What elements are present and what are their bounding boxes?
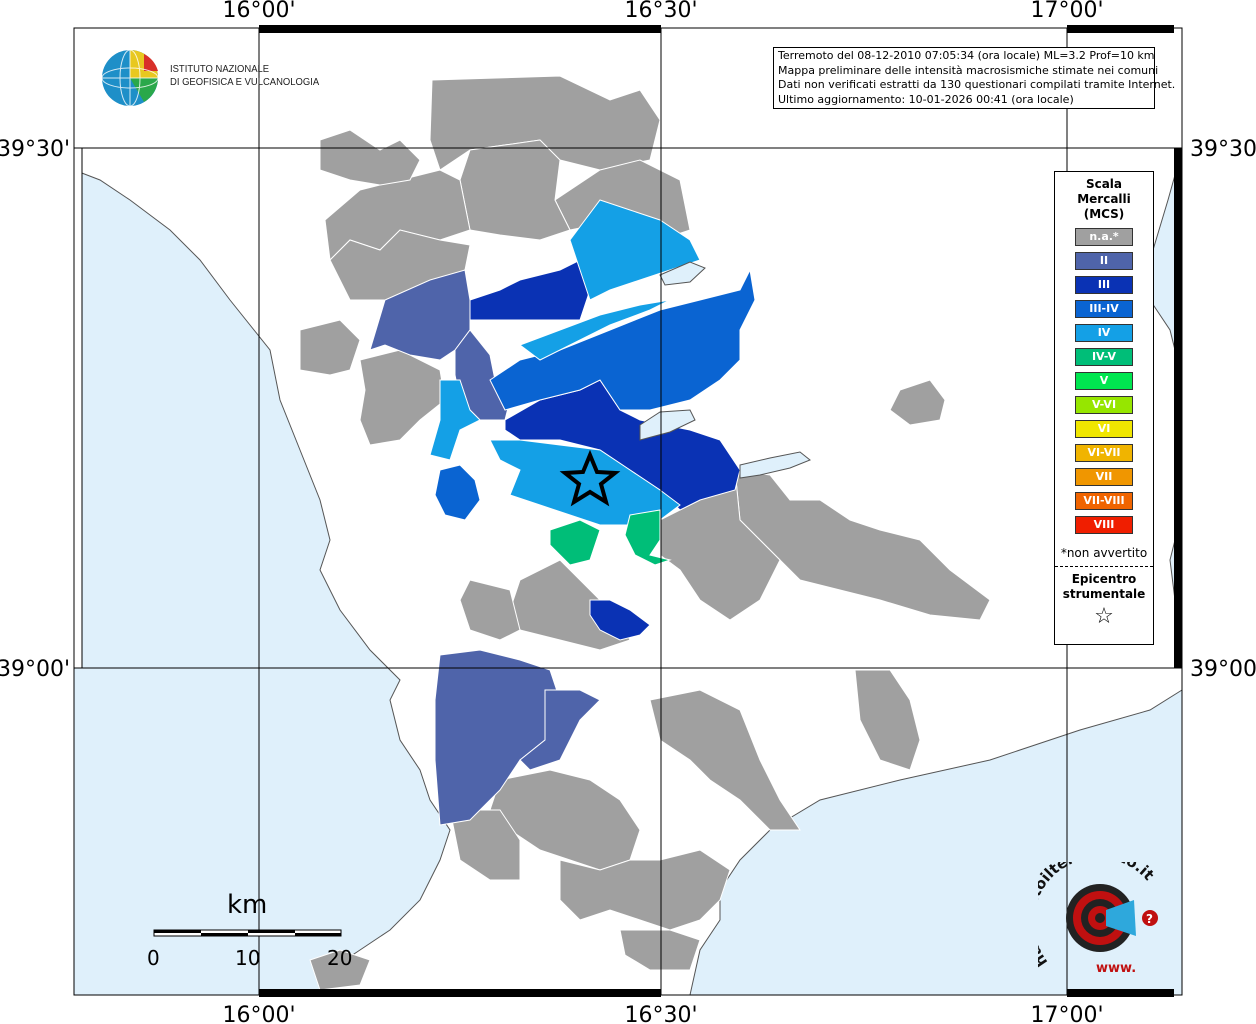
top-longitude-label-2: 16°30' [624,0,697,23]
haisentito-www-text: www. [1096,961,1136,976]
legend-item-iv: IV [1075,324,1133,342]
lakes [639,261,811,479]
right-latitude-label-1: 39°30' [1190,137,1256,162]
legend-item-ii: II [1075,252,1133,270]
legend-item-v: V [1075,372,1133,390]
legend-item-vii-viii: VII-VIII [1075,492,1133,510]
intensity-legend: Scala Mercalli (MCS) n.a.* II III III-IV IV I… [1054,171,1154,645]
ingv-name-line1: ISTITUTO NAZIONALE [170,63,270,75]
event-info-line2: Mappa preliminare delle intensità macros… [778,63,1159,77]
legend-divider [1055,566,1153,567]
haisentito-question-icon: ? [1146,912,1153,926]
legend-item-iii-iv: III-IV [1075,300,1133,318]
legend-epicenter-line2: strumentale [1062,587,1146,601]
haisentito-logo: ? haisentitoilterremoto.it www. [1020,844,1168,978]
legend-item-iii: III [1075,276,1133,294]
left-latitude-label-1: 39°30' [0,137,70,162]
municipalities-intensity-iii-iv [434,268,756,521]
map-frame [73,25,1183,997]
top-longitude-label-1: 16°00' [222,0,295,23]
legend-title-line2: Mercalli [1077,192,1131,206]
ingv-name-line2: DI GEOFISICA E VULCANOLOGIA [170,76,320,88]
legend-item-iv-v: IV-V [1075,348,1133,366]
legend-item-v-vi: V-VI [1075,396,1133,414]
ingv-globe-icon [101,49,159,107]
legend-title-line1: Scala [1085,177,1123,191]
bottom-longitude-label-2: 16°30' [624,1003,697,1024]
scale-bar-graphic [153,929,342,937]
event-info-line3: Dati non verificati estratti da 130 ques… [778,78,1176,91]
bottom-longitude-label-1: 16°00' [222,1003,295,1024]
legend-title: Scala Mercalli (MCS) [1055,177,1153,222]
bottom-longitude-label-3: 17°00' [1030,1003,1103,1024]
legend-items: n.a.* II III III-IV IV IV-V V V-VI VI VI-VII VII VI… [1055,228,1153,534]
legend-epicenter-label: Epicentro strumentale [1055,572,1153,602]
ingv-logo: ISTITUTO NAZIONALE DI GEOFISICA E VULCAN… [100,47,320,111]
scale-tick-0: 0 [147,946,160,970]
legend-item-vi: VI [1075,420,1133,438]
epicenter-star-marker [559,449,621,507]
event-info-line1: Terremoto del 08-12-2010 07:05:34 (ora l… [778,49,1155,62]
haisentito-target-icon: ? haisentitoilterremoto.it www. [1020,844,1158,976]
right-latitude-label-2: 39°00' [1190,657,1256,682]
scale-tick-20: 20 [327,946,353,970]
legend-star-icon: ☆ [1094,604,1114,629]
municipalities-intensity-iv [429,199,701,526]
legend-title-line3: (MCS) [1083,207,1125,221]
legend-item-vii: VII [1075,468,1133,486]
event-info-box: Terremoto del 08-12-2010 07:05:34 (ora l… [773,47,1176,109]
scale-unit-label: km [227,890,268,920]
top-longitude-label-3: 17°00' [1030,0,1103,23]
legend-item-n-a: n.a.* [1075,228,1133,246]
legend-not-felt-note: *non avvertito [1060,546,1148,560]
legend-epicenter-line1: Epicentro [1071,572,1137,586]
event-info-line4: Ultimo aggiornamento: 10-01-2026 00:41 (… [778,92,1074,106]
legend-item-vi-vii: VI-VII [1075,444,1133,462]
scale-bar: km 0 10 20 [140,890,370,970]
municipalities-intensity-iv-v [549,509,672,566]
left-latitude-label-2: 39°00' [0,657,70,682]
scale-tick-10: 10 [235,946,261,970]
legend-item-viii: VIII [1075,516,1133,534]
